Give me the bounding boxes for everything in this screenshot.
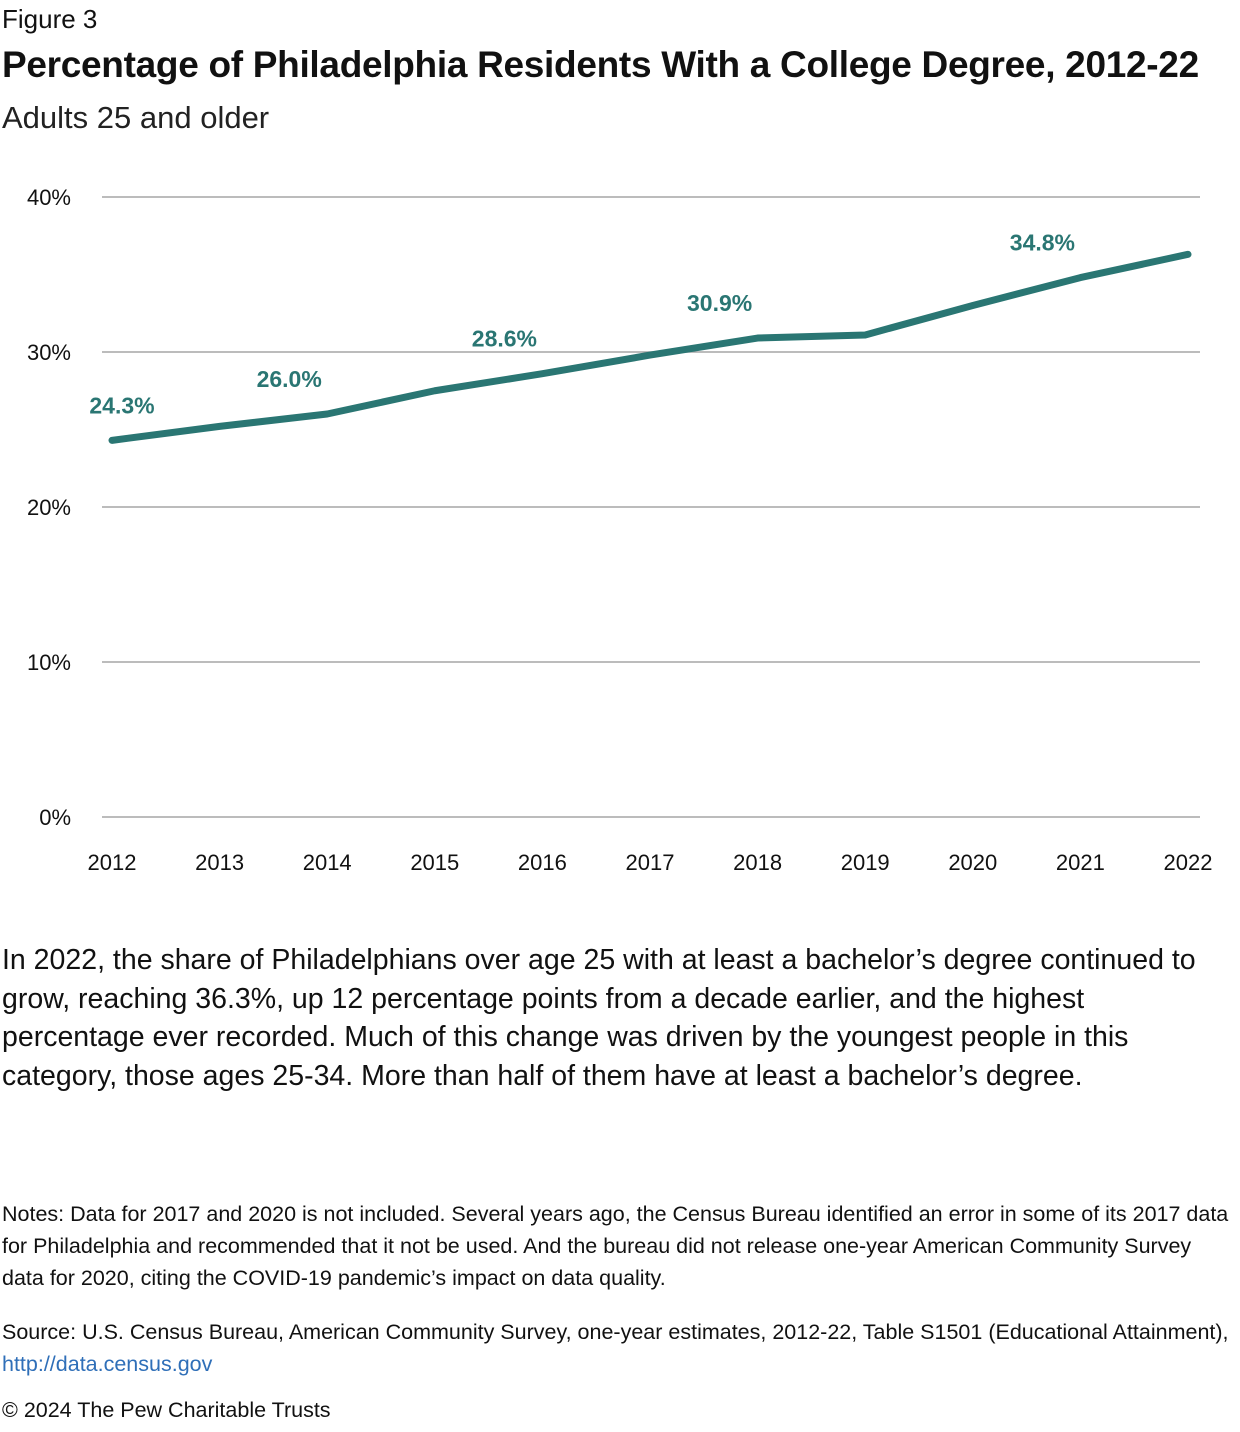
- x-tick-label: 2012: [88, 850, 137, 875]
- x-tick-label: 2016: [518, 850, 567, 875]
- data-label: 30.9%: [687, 290, 752, 316]
- x-tick-label: 2019: [841, 850, 890, 875]
- gridlines: [102, 196, 1200, 818]
- body-paragraph: In 2022, the share of Philadelphians ove…: [2, 944, 1196, 1092]
- chart-subtitle: Adults 25 and older: [2, 100, 270, 135]
- series-line: [108, 250, 1192, 444]
- y-axis-ticks: 0% 10% 20% 30% 40%: [27, 185, 71, 830]
- source-text: Source: U.S. Census Bureau, American Com…: [2, 1320, 1229, 1344]
- x-tick-label: 2022: [1164, 850, 1213, 875]
- copyright: © 2024 The Pew Charitable Trusts: [2, 1398, 331, 1422]
- data-label: 34.8%: [1010, 230, 1075, 256]
- data-label: 26.0%: [257, 366, 322, 392]
- data-label: 28.6%: [472, 326, 537, 352]
- x-tick-label: 2021: [1056, 850, 1105, 875]
- data-labels: 24.3% 26.0% 28.6% 30.9% 34.8%: [89, 230, 1075, 419]
- data-label: 24.3%: [89, 392, 154, 418]
- x-axis-ticks: 2012 2013 2014 2015 2016 2017 2018 2019 2020 2021…: [88, 850, 1213, 875]
- source-link[interactable]: http://data.census.gov: [2, 1352, 213, 1376]
- chart-notes: Notes: Data for 2017 and 2020 is not inc…: [2, 1202, 1229, 1290]
- series-lines: [108, 250, 1192, 444]
- x-tick-label: 2020: [948, 850, 997, 875]
- x-tick-label: 2014: [303, 850, 352, 875]
- y-tick-label: 10%: [27, 650, 71, 675]
- figure-label: Figure 3: [2, 4, 98, 34]
- chart-title: Percentage of Philadelphia Residents Wit…: [2, 44, 1199, 85]
- x-tick-label: 2013: [195, 850, 244, 875]
- x-tick-label: 2018: [733, 850, 782, 875]
- y-tick-label: 20%: [27, 495, 71, 520]
- y-tick-label: 30%: [27, 340, 71, 365]
- y-tick-label: 40%: [27, 185, 71, 210]
- x-tick-label: 2017: [626, 850, 675, 875]
- y-tick-label: 0%: [39, 805, 71, 830]
- x-tick-label: 2015: [410, 850, 459, 875]
- chart-source: Source: U.S. Census Bureau, American Com…: [2, 1316, 1238, 1380]
- line-chart: 0%10%20%30%40% 2012 2013 2014 2015 2016 2017 2…: [27, 185, 1213, 875]
